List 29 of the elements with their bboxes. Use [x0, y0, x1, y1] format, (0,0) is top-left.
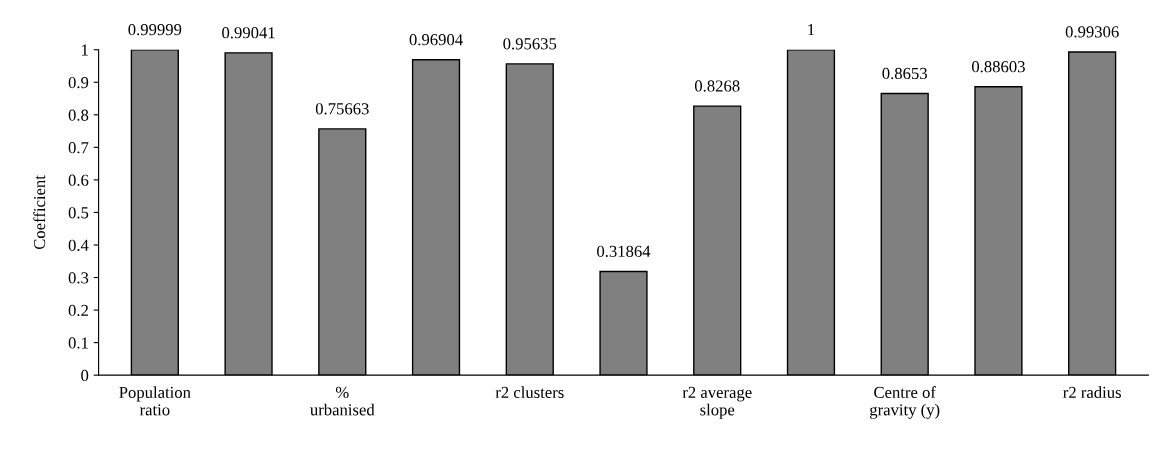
- x-tick-label: r2 clusters: [495, 386, 564, 398]
- data-label: 0.8268: [694, 80, 740, 92]
- y-tick-label: 0: [81, 369, 89, 382]
- data-label: 0.99041: [222, 27, 275, 39]
- y-tick-label: 0.9: [68, 76, 89, 89]
- x-tick-label: r2 radius: [1063, 386, 1121, 398]
- y-tick-label: 0.7: [68, 142, 89, 154]
- x-tick-label: r2 average slope: [682, 386, 752, 419]
- data-label: 0.95635: [503, 38, 557, 50]
- data-label: 0.31864: [597, 245, 651, 258]
- y-tick-label: 0.2: [68, 304, 88, 317]
- y-tick-label: 0.5: [68, 207, 89, 219]
- y-tick-label: 0.6: [68, 174, 89, 186]
- data-label: 0.99999: [128, 23, 182, 36]
- y-tick-label: 0.4: [68, 239, 89, 251]
- y-tick-label: 1: [82, 44, 88, 56]
- y-tick-label: 0.8: [68, 109, 89, 121]
- y-tick-label: 0.3: [68, 272, 89, 284]
- data-label: 0.8653: [882, 67, 927, 80]
- data-label: 0.75663: [315, 103, 369, 115]
- data-label: 0.88603: [971, 61, 1025, 73]
- x-tick-label: Population ratio: [119, 386, 191, 416]
- x-tick-label: % urbanised: [310, 386, 375, 416]
- y-tick-label: 0.1: [68, 337, 88, 349]
- data-label: 0.99306: [1065, 26, 1119, 38]
- x-tick-label: Centre of gravity (y): [870, 386, 940, 419]
- y-axis-title: Coefficient: [33, 175, 46, 250]
- data-label: 0.96904: [409, 34, 463, 46]
- data-label: 1: [808, 24, 815, 36]
